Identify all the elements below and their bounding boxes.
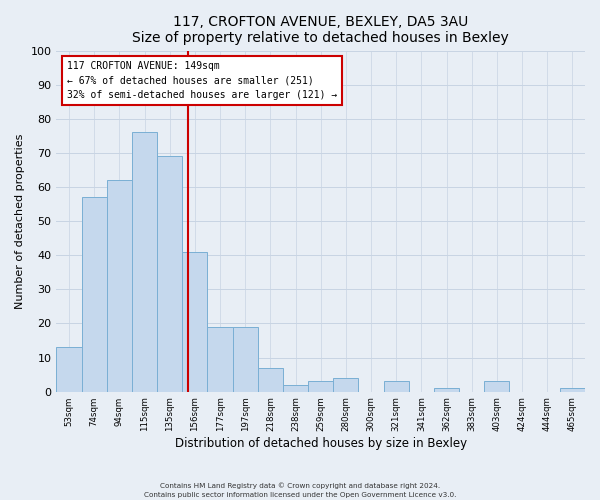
Bar: [333, 378, 358, 392]
Bar: [233, 327, 258, 392]
X-axis label: Distribution of detached houses by size in Bexley: Distribution of detached houses by size …: [175, 437, 467, 450]
Title: 117, CROFTON AVENUE, BEXLEY, DA5 3AU
Size of property relative to detached house: 117, CROFTON AVENUE, BEXLEY, DA5 3AU Siz…: [133, 15, 509, 45]
Y-axis label: Number of detached properties: Number of detached properties: [15, 134, 25, 309]
Text: Contains HM Land Registry data © Crown copyright and database right 2024.
Contai: Contains HM Land Registry data © Crown c…: [144, 482, 456, 498]
Bar: [157, 156, 182, 392]
Bar: [258, 368, 283, 392]
Bar: [82, 197, 107, 392]
Bar: [283, 385, 308, 392]
Bar: [434, 388, 459, 392]
Bar: [132, 132, 157, 392]
Text: 117 CROFTON AVENUE: 149sqm
← 67% of detached houses are smaller (251)
32% of sem: 117 CROFTON AVENUE: 149sqm ← 67% of deta…: [67, 61, 337, 100]
Bar: [182, 252, 208, 392]
Bar: [560, 388, 585, 392]
Bar: [308, 382, 333, 392]
Bar: [383, 382, 409, 392]
Bar: [208, 327, 233, 392]
Bar: [107, 180, 132, 392]
Bar: [484, 382, 509, 392]
Bar: [56, 348, 82, 392]
